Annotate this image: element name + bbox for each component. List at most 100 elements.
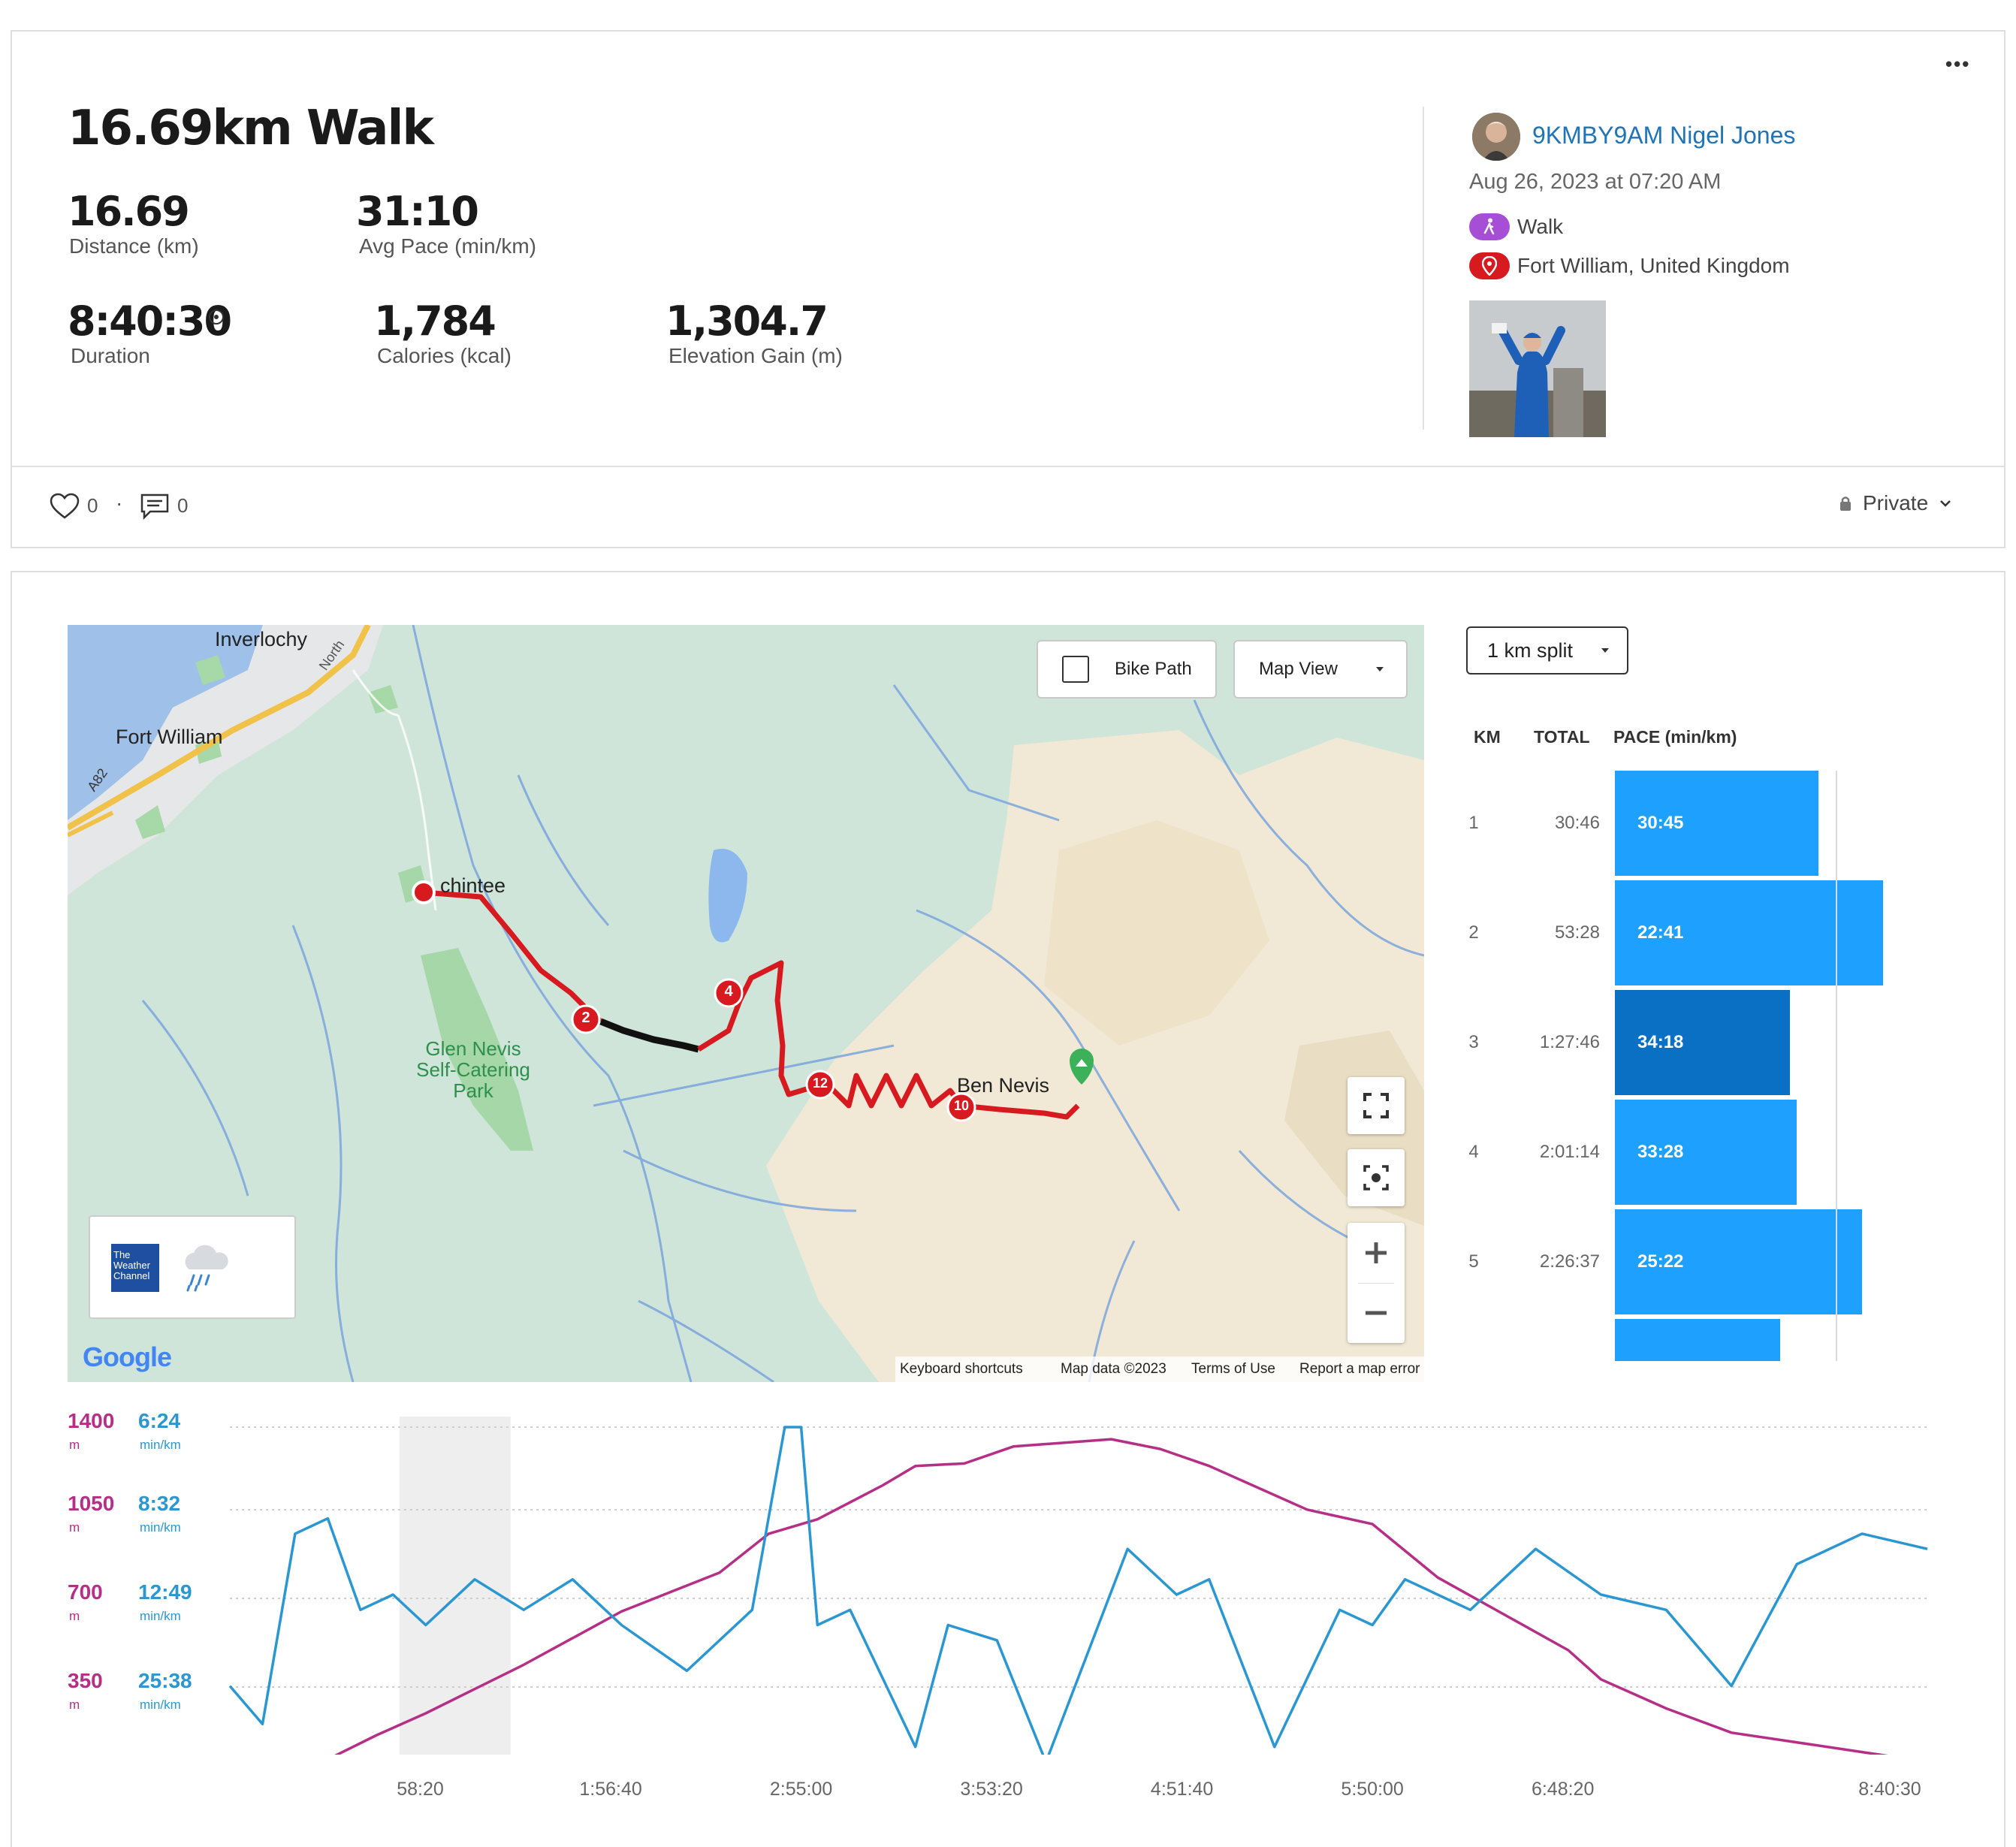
- fullscreen-icon: [1363, 1093, 1389, 1118]
- route-marker-2[interactable]: 2: [581, 1010, 590, 1026]
- map-label-inverlochy: Inverlochy: [215, 628, 308, 650]
- pace-axis-unit: min/km: [140, 1609, 181, 1623]
- splits-header-pace: PACE (min/km): [1613, 727, 1737, 747]
- map-footer: [895, 1357, 1424, 1382]
- caret-down-icon: [1376, 667, 1384, 671]
- avg-pace-line: [1836, 771, 1837, 1361]
- distance-label: Distance (km): [69, 234, 199, 258]
- lock-icon: [1840, 496, 1851, 511]
- chart-plot: [228, 1417, 1928, 1755]
- activity-location: Fort William, United Kingdom: [1517, 254, 1790, 277]
- elevation-axis-label: 1050: [68, 1492, 115, 1515]
- bike-path-checkbox[interactable]: [1062, 656, 1089, 683]
- comment-icon[interactable]: [140, 493, 170, 521]
- split-pace-bar[interactable]: 33:28: [1615, 1100, 1797, 1205]
- privacy-dropdown[interactable]: Private: [1839, 491, 1952, 515]
- split-pace-bar[interactable]: 34:18: [1615, 990, 1790, 1095]
- elevation-axis-unit: m: [69, 1698, 80, 1712]
- split-km: 3: [1468, 1032, 1479, 1052]
- privacy-label: Private: [1863, 491, 1929, 515]
- plus-icon: [1366, 1242, 1387, 1263]
- recenter-button[interactable]: [1348, 1149, 1405, 1206]
- map-view-dropdown[interactable]: Map View: [1233, 640, 1408, 699]
- caret-down-icon: [1601, 648, 1609, 653]
- map-data-text: Map data ©2023: [1061, 1361, 1166, 1377]
- route-map[interactable]: Inverlochy North Fort William A82 chinte…: [68, 625, 1424, 1382]
- x-tick-label: 4:51:40: [1150, 1779, 1214, 1800]
- weather-widget[interactable]: The Weather Channel: [89, 1215, 296, 1319]
- activity-title: 16.69km Walk: [68, 101, 434, 156]
- split-pace-value: 34:18: [1637, 1032, 1684, 1052]
- calories-value: 1,784: [374, 297, 496, 345]
- avg-pace-value: 31:10: [356, 188, 479, 235]
- split-km: 5: [1468, 1251, 1479, 1272]
- activity-photo[interactable]: [1469, 300, 1606, 437]
- pace-axis-label: 6:24: [138, 1409, 181, 1432]
- bike-path-toggle[interactable]: Bike Path: [1037, 640, 1217, 699]
- duration-label: Duration: [71, 344, 150, 367]
- user-name-link[interactable]: 9KMBY9AM Nigel Jones: [1532, 122, 1796, 149]
- split-total: 2:01:14: [1539, 1142, 1600, 1162]
- route-marker-12[interactable]: 12: [812, 1076, 828, 1091]
- walk-icon: [1469, 213, 1510, 240]
- terms-of-use-link[interactable]: Terms of Use: [1191, 1361, 1275, 1377]
- elevation-pace-chart[interactable]: 1400 m 1050 m 700 m 350 m 6:24 min/km 8:32 min/km 12…: [12, 1409, 2007, 1800]
- report-map-error-link[interactable]: Report a map error: [1299, 1361, 1420, 1377]
- x-tick-label: 6:48:20: [1531, 1779, 1595, 1800]
- chevron-down-icon: [1940, 500, 1951, 507]
- split-pace-bar[interactable]: 37:29: [1615, 1319, 1780, 1361]
- x-tick-label: 58:20: [397, 1779, 444, 1800]
- minus-icon: [1366, 1311, 1387, 1315]
- zoom-in-button[interactable]: [1348, 1223, 1405, 1283]
- activity-date: Aug 26, 2023 at 07:20 AM: [1469, 170, 1722, 194]
- fullscreen-button[interactable]: [1348, 1077, 1405, 1134]
- x-tick-label: 5:50:00: [1341, 1779, 1404, 1800]
- elevation-gain-value: 1,304.7: [665, 297, 828, 345]
- map-label-fort-william: Fort William: [116, 726, 223, 748]
- splits-bars: 30:45 22:41 34:18 33:28 25:22 37:29: [1615, 771, 2016, 1361]
- like-icon[interactable]: [50, 493, 80, 520]
- split-total: 2:26:37: [1539, 1251, 1600, 1272]
- map-label-start: chintee: [440, 874, 506, 897]
- rain-cloud-icon: [185, 1245, 228, 1292]
- x-tick-label: 3:53:20: [960, 1779, 1023, 1800]
- split-pace-bar[interactable]: 30:45: [1615, 771, 1818, 876]
- x-tick-label: 8:40:30: [1858, 1779, 1921, 1800]
- distance-value: 16.69: [68, 188, 190, 235]
- pace-axis-label: 8:32: [138, 1492, 181, 1515]
- avatar[interactable]: [1472, 113, 1520, 161]
- pace-line: [228, 1426, 1928, 1755]
- activity-type: Walk: [1517, 215, 1564, 238]
- elevation-line: [334, 1438, 1888, 1755]
- duration-value: 8:40:30: [68, 297, 232, 345]
- elevation-gain-label: Elevation Gain (m): [668, 344, 843, 367]
- splits-header-total: TOTAL: [1534, 727, 1590, 747]
- route-marker-4[interactable]: 4: [724, 983, 733, 1000]
- pace-axis-unit: min/km: [140, 1698, 181, 1712]
- route-marker-10[interactable]: 10: [953, 1098, 970, 1113]
- split-pace-value: 25:22: [1637, 1251, 1684, 1272]
- elevation-axis-label: 700: [68, 1580, 103, 1604]
- split-selector[interactable]: 1 km split: [1466, 626, 1628, 675]
- activity-summary-card: 16.69km Walk 16.69 Distance (km) 31:10 A…: [11, 30, 2005, 548]
- activity-detail-card: Inverlochy North Fort William A82 chinte…: [11, 571, 2005, 1847]
- split-pace-value: 30:45: [1637, 813, 1684, 833]
- selected-range-highlight[interactable]: [400, 1417, 511, 1755]
- zoom-controls: [1348, 1223, 1405, 1343]
- zoom-out-button[interactable]: [1348, 1283, 1405, 1343]
- pace-axis-unit: min/km: [140, 1520, 181, 1535]
- split-pace-bar[interactable]: 22:41: [1615, 880, 1883, 985]
- pace-axis-label: 12:49: [138, 1580, 192, 1604]
- split-pace-bar[interactable]: 25:22: [1615, 1209, 1862, 1314]
- elevation-axis-label: 350: [68, 1669, 103, 1692]
- social-separator: ·: [116, 491, 123, 515]
- info-icon[interactable]: [209, 309, 224, 324]
- summary-divider: [1423, 107, 1424, 430]
- split-selector-label: 1 km split: [1487, 638, 1574, 662]
- keyboard-shortcuts-link[interactable]: Keyboard shortcuts: [900, 1361, 1023, 1377]
- more-options-button[interactable]: •••: [1945, 53, 1971, 75]
- map-view-label: Map View: [1259, 659, 1338, 679]
- comments-count: 0: [177, 494, 189, 517]
- avg-pace-label: Avg Pace (min/km): [359, 234, 536, 258]
- recenter-icon: [1363, 1165, 1389, 1191]
